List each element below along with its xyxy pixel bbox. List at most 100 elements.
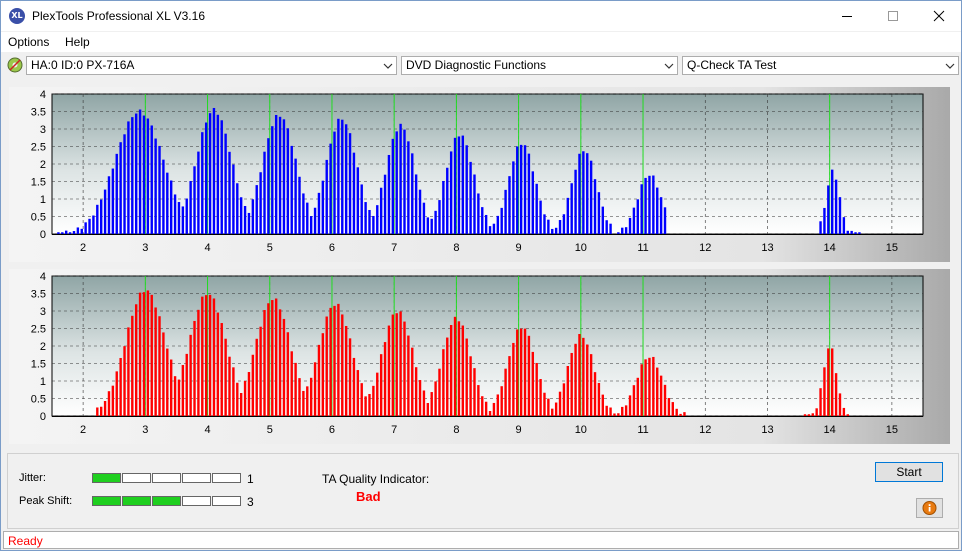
data-bar bbox=[500, 386, 503, 416]
data-bar bbox=[228, 356, 231, 416]
data-bar bbox=[321, 333, 325, 416]
data-bar bbox=[465, 338, 468, 416]
x-tick-label: 9 bbox=[516, 242, 522, 254]
data-bar bbox=[92, 215, 95, 234]
data-bar bbox=[383, 342, 387, 416]
drive-select[interactable]: HA:0 ID:0 PX-716A bbox=[26, 56, 397, 75]
data-bar bbox=[648, 175, 651, 234]
x-tick-label: 12 bbox=[699, 242, 711, 254]
data-bar bbox=[403, 129, 406, 234]
data-bar bbox=[535, 362, 538, 416]
data-bar bbox=[547, 398, 550, 416]
data-bar bbox=[628, 217, 632, 234]
data-bar bbox=[407, 335, 410, 416]
y-tick-label: 4 bbox=[40, 271, 46, 283]
data-bar bbox=[220, 120, 223, 234]
data-bar bbox=[562, 214, 566, 234]
info-button[interactable] bbox=[916, 498, 943, 518]
data-bar bbox=[364, 202, 367, 234]
data-bar bbox=[597, 192, 601, 234]
data-bar bbox=[352, 357, 356, 416]
maximize-button[interactable] bbox=[870, 1, 916, 31]
data-bar bbox=[617, 413, 620, 416]
close-button[interactable] bbox=[916, 1, 962, 31]
info-icon bbox=[922, 501, 937, 515]
data-bar bbox=[282, 119, 286, 234]
data-bar bbox=[449, 151, 453, 234]
start-button[interactable]: Start bbox=[875, 462, 943, 482]
y-tick-label: 0 bbox=[40, 411, 46, 423]
data-bar bbox=[232, 367, 235, 416]
data-bar bbox=[162, 332, 165, 416]
peak-shift-label: Peak Shift: bbox=[19, 495, 73, 507]
ta-quality-label: TA Quality Indicator: bbox=[322, 472, 430, 486]
y-tick-label: 1 bbox=[40, 376, 46, 388]
data-bar bbox=[477, 193, 480, 234]
data-bar bbox=[290, 145, 293, 234]
data-bar bbox=[267, 138, 270, 234]
data-bar bbox=[134, 113, 138, 234]
x-tick-label: 8 bbox=[453, 242, 459, 254]
x-tick-label: 7 bbox=[391, 242, 397, 254]
data-bar bbox=[158, 145, 161, 234]
data-bar bbox=[446, 167, 449, 234]
data-bar bbox=[644, 177, 647, 234]
data-bar bbox=[601, 206, 604, 234]
x-tick-label: 12 bbox=[699, 424, 711, 436]
menu-options[interactable]: Options bbox=[8, 35, 50, 49]
data-bar bbox=[84, 222, 87, 234]
data-bar bbox=[453, 316, 457, 416]
x-tick-label: 2 bbox=[80, 424, 86, 436]
meter-segment bbox=[212, 473, 241, 483]
y-tick-label: 2.5 bbox=[31, 142, 46, 154]
meter-segment bbox=[152, 496, 181, 506]
data-bar bbox=[251, 354, 255, 416]
window-title: PlexTools Professional XL V3.16 bbox=[32, 9, 205, 23]
data-bar bbox=[173, 194, 177, 234]
x-tick-label: 3 bbox=[142, 242, 148, 254]
data-bar bbox=[543, 214, 546, 234]
menu-help[interactable]: Help bbox=[65, 35, 90, 49]
data-bar bbox=[531, 351, 535, 416]
function-select[interactable]: DVD Diagnostic Functions bbox=[401, 56, 678, 75]
data-bar bbox=[134, 304, 138, 416]
data-bar bbox=[313, 362, 317, 416]
y-tick-label: 1.5 bbox=[31, 177, 46, 189]
close-icon bbox=[933, 10, 945, 22]
data-bar bbox=[333, 305, 336, 416]
data-bar bbox=[683, 412, 686, 416]
test-select[interactable]: Q-Check TA Test bbox=[682, 56, 959, 75]
data-bar bbox=[146, 290, 150, 416]
drive-select-value: HA:0 ID:0 PX-716A bbox=[31, 58, 135, 72]
data-bar bbox=[679, 413, 682, 416]
data-bar bbox=[628, 395, 632, 416]
data-bar bbox=[823, 367, 826, 416]
data-bar bbox=[216, 114, 220, 234]
data-bar bbox=[589, 160, 593, 234]
data-bar bbox=[551, 408, 554, 416]
data-bar bbox=[208, 113, 212, 234]
data-bar bbox=[236, 183, 239, 234]
data-bar bbox=[399, 123, 402, 234]
data-bar bbox=[519, 328, 523, 416]
data-bar bbox=[356, 167, 360, 234]
data-bar bbox=[850, 230, 853, 234]
minimize-button[interactable] bbox=[824, 1, 870, 31]
data-bar bbox=[411, 347, 414, 416]
data-bar bbox=[169, 180, 173, 234]
peak-shift-meter bbox=[92, 496, 242, 506]
data-bar bbox=[842, 407, 846, 416]
meter-segment bbox=[92, 473, 121, 483]
data-bar bbox=[115, 371, 118, 416]
data-bar bbox=[119, 357, 122, 416]
data-bar bbox=[267, 303, 270, 416]
title-bar: XL PlexTools Professional XL V3.16 bbox=[1, 1, 961, 31]
data-bar bbox=[337, 303, 340, 416]
data-bar bbox=[123, 134, 126, 234]
data-bar bbox=[434, 210, 437, 234]
data-bar bbox=[247, 372, 251, 416]
data-bar bbox=[846, 414, 849, 416]
data-bar bbox=[574, 343, 577, 416]
data-bar bbox=[434, 381, 437, 416]
data-bar bbox=[169, 359, 173, 416]
